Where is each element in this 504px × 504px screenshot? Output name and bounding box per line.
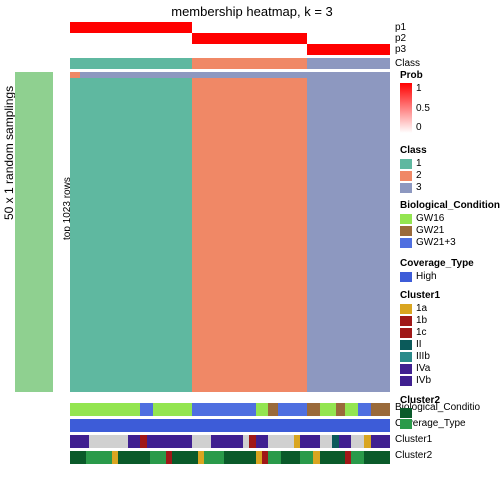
legend-prob: Prob10.50 — [400, 70, 430, 134]
top-label: p1 — [395, 22, 420, 33]
legend-biological_condition: Biological_ConditionGW16GW21GW21+3 — [400, 200, 500, 249]
top-row-labels: p1p2p3 Class — [395, 22, 420, 69]
bottom-annotation-bars — [70, 400, 390, 464]
heatmap-body — [70, 72, 390, 392]
top-label: p2 — [395, 33, 420, 44]
legend-cluster1: Cluster11a1b1cIIIIIbIVaIVb — [400, 290, 440, 387]
anno-label: Cluster2 — [395, 448, 480, 464]
legend-class: Class123 — [400, 145, 427, 194]
anno-label: Cluster1 — [395, 432, 480, 448]
heatmap-column — [307, 72, 390, 392]
top-label: p3 — [395, 44, 420, 55]
top-annotation-bars — [70, 22, 390, 69]
legend-coverage_type: Coverage_TypeHigh — [400, 258, 474, 283]
chart-title: membership heatmap, k = 3 — [0, 4, 504, 19]
y-axis-label: 50 x 1 random samplings — [2, 86, 16, 220]
top-label: Class — [395, 58, 420, 69]
heatmap-column — [70, 72, 192, 392]
legend-cluster2: Cluster2 — [400, 395, 440, 430]
heatmap-column — [192, 72, 307, 392]
left-annotation-bar — [15, 72, 53, 392]
